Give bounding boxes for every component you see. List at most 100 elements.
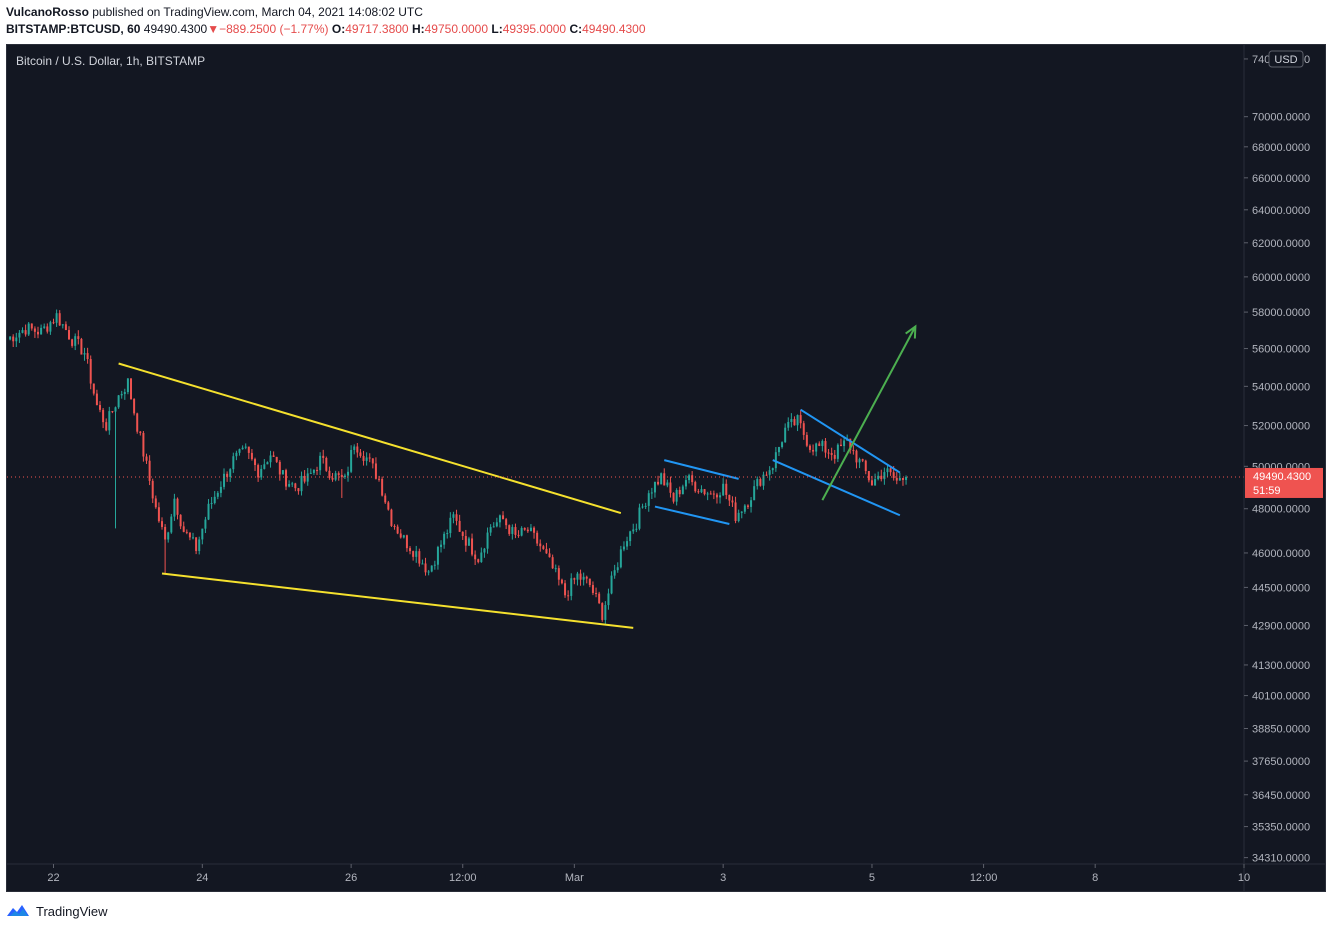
candle-body xyxy=(179,514,182,527)
candle xyxy=(167,531,170,543)
candle-body xyxy=(402,535,405,538)
candle-body xyxy=(471,538,474,555)
candle-body xyxy=(27,323,30,335)
x-tick-label: 22 xyxy=(47,872,59,884)
candle-body xyxy=(647,493,650,506)
candle-body xyxy=(21,330,24,333)
candle-body xyxy=(213,496,216,504)
candle-body xyxy=(210,503,213,505)
author-name[interactable]: VulcanoRosso xyxy=(6,5,89,19)
candle-body xyxy=(824,441,827,453)
candle xyxy=(15,332,18,348)
candle-body xyxy=(359,452,362,456)
candle-body xyxy=(18,332,21,338)
candle-body xyxy=(725,483,728,495)
ohlc-line: BITSTAMP:BTCUSD, 60 49490.4300▼−889.2500… xyxy=(6,21,646,37)
candle xyxy=(46,323,49,334)
candle xyxy=(257,463,260,482)
candle-body xyxy=(123,392,126,394)
candle xyxy=(502,511,505,520)
candle xyxy=(198,536,201,555)
high-label: H: xyxy=(411,22,425,36)
x-tick-label: Mar xyxy=(565,872,584,884)
candle xyxy=(635,523,638,533)
candle-body xyxy=(728,494,731,501)
candle xyxy=(554,564,557,573)
candle-body xyxy=(164,526,167,540)
candle xyxy=(446,529,449,539)
close-value: 49490.4300 xyxy=(582,22,646,36)
candle-body xyxy=(198,539,201,551)
candle-body xyxy=(108,411,111,431)
candle xyxy=(440,540,443,553)
candle-body xyxy=(849,438,852,451)
candle xyxy=(746,504,749,509)
candle xyxy=(347,466,350,482)
candle-body xyxy=(877,475,880,480)
candle-body xyxy=(802,423,805,435)
candle-body xyxy=(9,336,12,340)
y-tick-label: 56000.0000 xyxy=(1252,344,1310,356)
candle xyxy=(905,475,908,485)
candle xyxy=(495,517,498,528)
candle xyxy=(343,473,346,480)
candle-body xyxy=(319,455,322,471)
candle xyxy=(92,383,95,396)
candle xyxy=(762,471,765,490)
candle xyxy=(877,471,880,481)
last-price-value: 49490.4300 xyxy=(1253,471,1311,483)
candle-body xyxy=(622,546,625,550)
candle xyxy=(756,476,759,490)
candle xyxy=(241,445,244,450)
candle xyxy=(595,587,598,598)
candle-body xyxy=(703,489,706,495)
candle xyxy=(750,497,753,513)
candle-body xyxy=(781,442,784,448)
candle xyxy=(216,491,219,500)
candle xyxy=(576,571,579,586)
candle xyxy=(480,547,483,563)
candle-body xyxy=(901,478,904,480)
candle-body xyxy=(768,470,771,475)
candle-body xyxy=(446,533,449,535)
candle-body xyxy=(889,468,892,473)
candle-body xyxy=(102,409,105,423)
breakout-arrow-line xyxy=(821,326,917,501)
candle xyxy=(694,480,697,493)
candle-body xyxy=(92,383,95,394)
chart-panel[interactable]: 74000.000070000.000068000.000066000.0000… xyxy=(6,44,1326,892)
candle-body xyxy=(833,454,836,459)
candle xyxy=(591,581,594,596)
candle-body xyxy=(858,459,861,463)
candle xyxy=(852,445,855,455)
candle xyxy=(291,481,294,488)
candle xyxy=(21,327,24,334)
candle-body xyxy=(130,378,133,400)
candle-body xyxy=(235,452,238,457)
candle xyxy=(210,497,213,509)
candle-body xyxy=(421,563,424,565)
candle xyxy=(681,484,684,495)
candle-body xyxy=(455,514,458,521)
candle xyxy=(874,473,877,486)
candle xyxy=(154,495,157,509)
price-chart[interactable]: 74000.000070000.000068000.000066000.0000… xyxy=(7,45,1326,892)
tradingview-logo-icon[interactable] xyxy=(6,904,30,918)
candle-body xyxy=(536,532,539,544)
y-tick-label: 64000.0000 xyxy=(1252,205,1310,217)
candle xyxy=(678,486,681,498)
candle-body xyxy=(653,481,656,493)
candle xyxy=(588,578,591,588)
brand-name[interactable]: TradingView xyxy=(36,903,108,919)
currency-badge[interactable]: USD xyxy=(1268,50,1304,68)
candle-body xyxy=(805,434,808,446)
candle xyxy=(471,533,474,557)
candle xyxy=(64,321,67,331)
candle xyxy=(805,432,808,448)
candle-body xyxy=(294,483,297,489)
candle-body xyxy=(384,495,387,503)
candle-body xyxy=(650,492,653,494)
candle xyxy=(539,539,542,552)
candle xyxy=(297,487,300,495)
candle xyxy=(477,558,480,564)
